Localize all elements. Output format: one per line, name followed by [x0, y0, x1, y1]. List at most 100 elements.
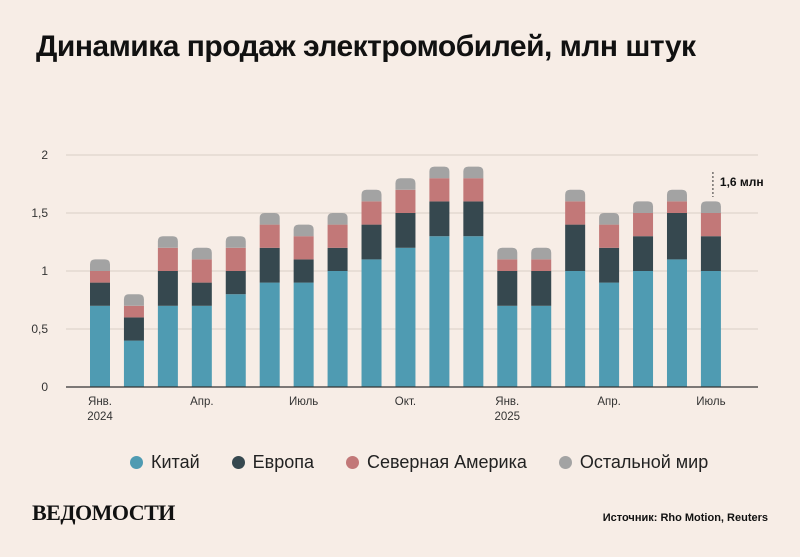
bar-segment-north-america: [429, 178, 450, 202]
bar-segment-north-america: [463, 178, 484, 202]
bar-segment-china: [463, 236, 484, 387]
legend-label-north-america: Северная Америка: [367, 452, 527, 472]
bar-segment-rest: [395, 178, 416, 190]
bar-segment-europe: [259, 247, 280, 283]
bar-segment-europe: [225, 271, 246, 295]
y-tick-label: 0: [41, 380, 48, 394]
y-tick-label: 2: [41, 148, 48, 162]
legend-item-north-america: Северная Америка: [346, 452, 527, 473]
bar-segment-rest: [361, 189, 382, 202]
bar-segment-rest: [327, 213, 348, 225]
legend-swatch-rest: [558, 456, 572, 469]
bar-segment-china: [497, 305, 518, 387]
x-tick-label: Июль: [289, 396, 318, 408]
legend-label-europe: Европа: [252, 452, 315, 472]
bar-segment-china: [293, 282, 314, 387]
bar-segment-china: [633, 271, 654, 387]
x-tick-label: Окт.: [395, 396, 416, 408]
bar-segment-china: [700, 271, 721, 387]
bar-segment-europe: [293, 259, 314, 283]
bar-segment-north-america: [395, 189, 416, 213]
bar-segment-north-america: [361, 201, 382, 225]
bar-segment-china: [90, 305, 110, 387]
bar-segment-north-america: [700, 213, 721, 237]
bar-segment-europe: [463, 201, 484, 237]
bar-segment-north-america: [327, 224, 348, 248]
bar-segment-rest: [666, 189, 687, 202]
bar-segment-europe: [429, 201, 450, 237]
bar-segment-north-america: [666, 201, 687, 213]
x-tick-label: Янв.: [88, 396, 112, 408]
chart-title: Динамика продаж электромобилей, млн штук: [36, 30, 696, 63]
legend-swatch-china: [130, 456, 143, 469]
bar-segment-europe: [327, 247, 348, 271]
bar-segment-north-america: [531, 259, 552, 271]
bar-segment-rest: [700, 201, 721, 213]
bar-segment-north-america: [259, 224, 280, 248]
source-note: Источник: Rho Motion, Reuters: [602, 512, 768, 524]
bar-segment-rest: [225, 236, 246, 248]
bar-segment-europe: [395, 213, 416, 248]
bar-segment-china: [191, 305, 212, 387]
bar-segment-china: [157, 305, 178, 387]
legend-label-rest: Остальной мир: [579, 452, 709, 472]
bar-segment-rest: [565, 189, 586, 202]
bar-segment-rest: [157, 236, 178, 248]
bar-segment-rest: [123, 294, 144, 306]
bar-segment-china: [123, 340, 144, 387]
bar-segment-north-america: [157, 247, 178, 271]
bar-segment-north-america: [633, 213, 654, 237]
y-tick-label: 0,5: [31, 322, 48, 336]
bar-segment-rest: [531, 247, 552, 260]
bar-segment-china: [395, 247, 416, 387]
bar-segment-china: [565, 271, 586, 387]
bar-segment-europe: [90, 282, 110, 306]
y-tick-label: 1,5: [31, 206, 48, 220]
bar-segment-rest: [429, 166, 450, 179]
bar-segment-europe: [497, 271, 518, 306]
bar-segment-north-america: [293, 236, 314, 260]
bar-segment-china: [531, 305, 552, 387]
x-tick-sublabel: 2024: [87, 411, 113, 423]
bar-segment-china: [666, 259, 687, 387]
bar-segment-rest: [633, 201, 654, 213]
bar-segment-europe: [700, 236, 721, 271]
bar-segment-china: [225, 294, 246, 387]
bar-segment-north-america: [225, 247, 246, 271]
legend-item-europe: Европа: [231, 452, 315, 473]
bar-segment-europe: [191, 282, 212, 306]
x-tick-label: Апр.: [190, 396, 214, 408]
bar-segment-rest: [90, 259, 110, 271]
bar-segment-china: [599, 282, 620, 387]
bar-segment-rest: [259, 213, 280, 225]
bar-segment-rest: [463, 166, 484, 179]
bar-segment-europe: [633, 236, 654, 271]
bar-segment-china: [361, 259, 382, 387]
x-tick-label: Июль: [696, 396, 725, 408]
bar-segment-europe: [123, 317, 144, 341]
bar-segment-europe: [531, 271, 552, 306]
bar-segment-north-america: [90, 271, 110, 283]
bar-segment-rest: [599, 213, 620, 225]
x-tick-label: Янв.: [495, 396, 519, 408]
bar-segment-europe: [361, 224, 382, 260]
bar-segment-rest: [191, 247, 212, 260]
bar-segment-rest: [497, 247, 518, 260]
annotation-label: 1,6 млн: [720, 175, 764, 189]
bar-segment-north-america: [497, 259, 518, 271]
bar-segment-north-america: [123, 305, 144, 318]
bar-segment-europe: [565, 224, 586, 271]
bar-segment-rest: [293, 224, 314, 237]
legend-item-rest: Остальной мир: [558, 452, 709, 473]
bar-segment-north-america: [565, 201, 586, 225]
bar-segment-europe: [157, 271, 178, 306]
legend-swatch-europe: [231, 456, 245, 469]
bar-segment-china: [327, 271, 348, 387]
legend: Китай Европа Северная Америка Остальной …: [130, 452, 708, 473]
y-tick-label: 1: [41, 264, 48, 278]
bar-segment-europe: [599, 247, 620, 283]
bar-segment-china: [259, 282, 280, 387]
legend-item-china: Китай: [130, 452, 200, 473]
brand-logo: ВЕДОМОСТИ: [32, 500, 175, 525]
